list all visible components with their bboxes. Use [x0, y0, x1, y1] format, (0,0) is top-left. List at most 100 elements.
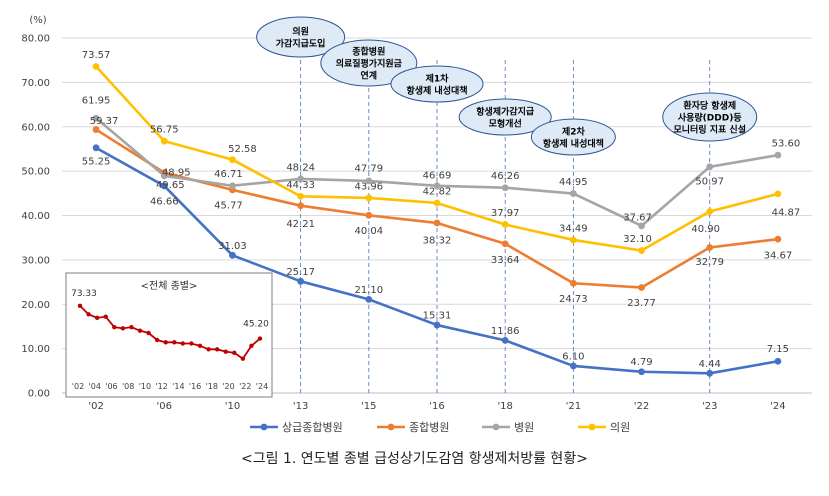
inset-x-label: '24 [256, 382, 268, 391]
inset-x-label: '12 [155, 382, 167, 391]
data-point [706, 163, 714, 171]
data-point [433, 182, 441, 190]
data-label: 56.75 [150, 125, 179, 136]
data-point [706, 208, 714, 215]
data-label: 37.97 [491, 208, 520, 219]
data-point [638, 284, 645, 291]
data-label: 24.73 [559, 294, 588, 305]
x-tick-label: '15 [361, 401, 376, 412]
data-label: 43.96 [354, 181, 383, 192]
annotation-bubble [458, 98, 552, 136]
x-tick-label: '16 [429, 401, 444, 412]
data-label: 73.57 [82, 50, 111, 61]
line-chart: 0.00 10.00 20.00 30.00 40.00 50.00 60.00 70.00 8… [21, 15, 812, 434]
data-label: 40.04 [354, 226, 383, 237]
data-point [160, 137, 168, 145]
y-tick-label: 10.00 [21, 344, 50, 355]
figure-caption: <그림 1. 연도별 종별 급성상기도감염 항생제처방률 현황> [241, 451, 588, 467]
data-point [92, 126, 100, 133]
inset-point [214, 347, 220, 352]
data-label: 46.71 [214, 169, 243, 180]
x-tick-label: '24 [770, 401, 785, 412]
data-label: 37.67 [623, 212, 652, 223]
data-labels: 55.25 46.66 31.03 25.17 21.10 15.31 11.86 6.10 4… [82, 50, 800, 370]
data-point [501, 240, 509, 248]
data-label: 59.37 [90, 116, 119, 127]
inset-point [232, 350, 237, 356]
x-tick-label: '02 [88, 401, 103, 412]
y-tick-label: 40.00 [21, 211, 50, 222]
data-label: 49.65 [156, 180, 185, 191]
data-point [297, 202, 305, 210]
data-point [638, 368, 645, 376]
y-tick-label: 60.00 [21, 122, 50, 133]
data-point [433, 321, 441, 329]
data-point [160, 182, 168, 190]
inset-point [240, 356, 246, 361]
legend-marker [492, 423, 500, 431]
data-point [706, 369, 714, 377]
x-tick-label: '22 [634, 401, 649, 412]
legend-label: 의원 [610, 421, 630, 434]
data-point [229, 182, 236, 190]
annotation-text: 항생제가감지급 [476, 106, 535, 118]
y-tick-label: 50.00 [21, 167, 50, 178]
inset-point [249, 343, 254, 349]
inset-point [206, 347, 211, 352]
inset-point [129, 324, 134, 330]
inset-point [120, 326, 126, 331]
data-label: 42.82 [423, 186, 452, 197]
annotation-text: 의원 [292, 26, 309, 38]
data-point [365, 295, 373, 303]
data-label: 48.24 [286, 162, 315, 173]
annotation-text: 제2차 [562, 126, 586, 138]
data-point [569, 362, 577, 370]
legend-marker [387, 423, 395, 431]
inset-point [154, 337, 160, 343]
annotation-bubble [256, 16, 346, 58]
legend-label: 상급종합병원 [282, 421, 343, 434]
data-point [433, 199, 441, 207]
annotation-bubble [662, 92, 758, 142]
inset-first-label: 73.33 [71, 289, 97, 299]
data-label: 7.15 [767, 344, 789, 355]
inset-x-label: '08 [122, 382, 134, 391]
inset-point [103, 314, 108, 319]
y-tick-label: 70.00 [21, 78, 50, 89]
inset-frame [65, 272, 273, 398]
data-label: 40.90 [691, 224, 720, 235]
inset-last-label: 45.20 [243, 320, 269, 330]
data-point [706, 244, 714, 251]
inset-point [163, 340, 168, 345]
data-point [92, 144, 100, 152]
annotation-text: 제1차 [426, 73, 450, 85]
inset-point [197, 343, 203, 349]
data-point [569, 236, 577, 244]
data-label: 44.33 [286, 180, 315, 191]
data-label: 53.60 [772, 139, 801, 150]
data-point [297, 192, 305, 200]
data-label: 6.10 [562, 351, 584, 362]
inset-x-label: '06 [105, 382, 117, 391]
data-label: 44.95 [559, 177, 588, 188]
annotation-text: 환자당 항생제 [683, 100, 736, 112]
annotation-text: 모형개선 [489, 118, 522, 130]
data-point [774, 235, 782, 243]
data-point [92, 63, 100, 70]
data-point [365, 177, 373, 185]
data-label: 33.64 [491, 255, 520, 266]
data-point [638, 247, 645, 254]
data-point [365, 194, 373, 202]
legend: 상급종합병원 종합병원 병원 의원 [250, 421, 630, 434]
inset-point [137, 328, 143, 333]
x-axis: '02 '06 '10 '13 '15 '16 '18 '21 '22 '23 '24 [88, 401, 785, 412]
inset-point [112, 324, 117, 330]
x-tick-label: '10 [225, 401, 240, 412]
annotation-text: 사용량(DDD)등 [678, 112, 742, 124]
data-point [229, 251, 236, 259]
data-label: 50.97 [695, 176, 724, 187]
data-label: 32.10 [623, 234, 652, 245]
annotation-bubble [530, 118, 616, 156]
data-label: 21.10 [354, 285, 383, 296]
